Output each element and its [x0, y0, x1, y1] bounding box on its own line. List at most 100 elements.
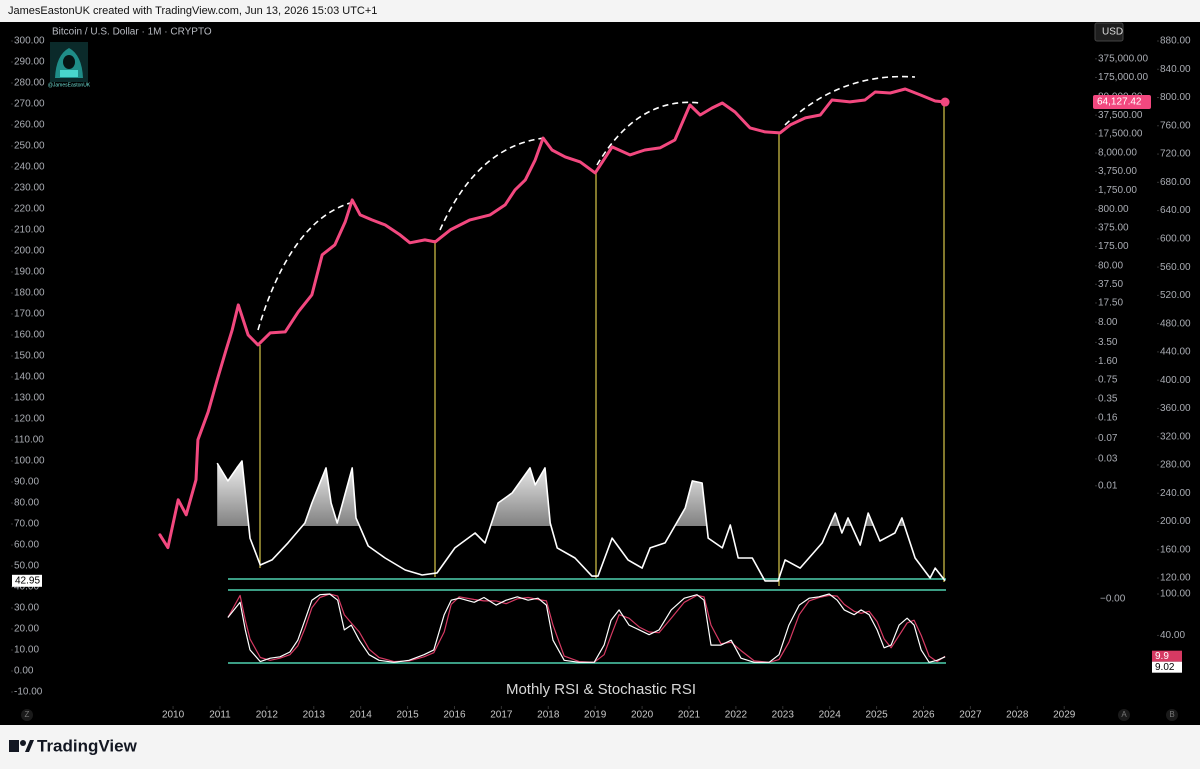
y-tick-label: 3.50	[1098, 337, 1118, 348]
last-price-dot	[940, 97, 950, 107]
y-tick-label: 0.75	[1098, 375, 1118, 386]
axis-label: −0.00	[1100, 594, 1126, 605]
y-tick-label: 17,500.00	[1098, 128, 1143, 139]
y-tick-label: 80.00	[1098, 260, 1123, 271]
y-tick-label: 170.00	[14, 309, 45, 320]
x-tick-label: 2012	[256, 710, 279, 721]
overbought-fill	[217, 461, 905, 526]
y-tick-label: 160.00	[14, 330, 45, 341]
x-tick-label: 2010	[162, 710, 185, 721]
y-tick-label: 8,000.00	[1098, 148, 1137, 159]
y-tick-label: 0.07	[1098, 433, 1118, 444]
projection-arc	[596, 101, 701, 166]
y-tick-label: 1.60	[1098, 356, 1118, 367]
price-label-box	[1093, 95, 1151, 110]
x-tick-label: 2029	[1053, 710, 1076, 721]
y-tick-label: 220.00	[14, 204, 45, 215]
y-tick-label: 280.00	[1160, 460, 1191, 471]
y-tick-label: 800.00	[1160, 92, 1191, 103]
y-tick-label: 400.00	[1160, 375, 1191, 386]
last-price-label: 64,127.42	[1097, 97, 1142, 108]
y-tick-label: 880.00	[1160, 36, 1191, 47]
y-tick-label: 100.00	[1160, 589, 1191, 600]
y-tick-label: 440.00	[1160, 347, 1191, 358]
stoch-last-label: 9.9	[1155, 651, 1169, 662]
y-tick-label: 140.00	[14, 372, 45, 383]
y-tick-label: 3,750.00	[1098, 166, 1137, 177]
y-tick-label: 180.00	[14, 288, 45, 299]
chart-area	[0, 22, 1200, 725]
x-tick-label: 2018	[537, 710, 560, 721]
control[interactable]	[1166, 709, 1178, 721]
control[interactable]	[21, 709, 33, 721]
y-tick-label: 200.00	[1160, 516, 1191, 527]
x-tick-label: 2027	[959, 710, 982, 721]
y-tick-label: 190.00	[14, 267, 45, 278]
y-tick-label: -10.00	[14, 687, 43, 698]
y-tick-label: 100.00	[14, 456, 45, 467]
y-tick-label: 360.00	[1160, 403, 1191, 414]
y-tick-label: 260.00	[14, 120, 45, 131]
y-tick-label: 20.00	[14, 624, 39, 635]
control-label[interactable]: B	[1169, 710, 1174, 719]
control[interactable]	[1118, 709, 1130, 721]
y-tick-label: 0.16	[1098, 413, 1118, 424]
currency[interactable]: USD	[1102, 27, 1123, 38]
y-tick-label: 300.00	[14, 36, 45, 47]
y-tick-label: 175,000.00	[1098, 72, 1148, 83]
x-tick-label: 2015	[396, 710, 419, 721]
stoch-line	[227, 593, 946, 663]
y-tick-label: 30.00	[14, 603, 39, 614]
x-tick-label: 2025	[865, 710, 888, 721]
x-tick-label: 2021	[678, 710, 701, 721]
projection-arc	[439, 137, 546, 231]
y-tick-label: 17.50	[1098, 298, 1123, 309]
y-tick-label: 600.00	[1160, 233, 1191, 244]
chart-title: Bitcoin / U.S. Dollar · 1M · CRYPTO	[52, 27, 212, 38]
y-tick-label: 80.00	[14, 498, 39, 509]
y-tick-label: 37.50	[1098, 279, 1123, 290]
control-label[interactable]: Z	[25, 710, 30, 719]
y-tick-label: 10.00	[14, 645, 39, 656]
y-tick-label: 560.00	[1160, 262, 1191, 273]
drawings	[228, 75, 946, 664]
y-tick-label: 0.03	[1098, 454, 1118, 465]
y-tick-label: 37,500.00	[1098, 110, 1143, 121]
y-tick-label: 640.00	[1160, 205, 1191, 216]
y-tick-label: 0.01	[1098, 480, 1118, 491]
footer-bar	[0, 725, 1200, 769]
stoch-label-box	[1152, 661, 1182, 673]
y-tick-label: 230.00	[14, 183, 45, 194]
y-tick-label: 90.00	[14, 477, 39, 488]
y-tick-label: 760.00	[1160, 120, 1191, 131]
brand: TradingView	[37, 736, 138, 755]
projection-arc	[257, 202, 351, 331]
stoch-last-label: 9.02	[1155, 662, 1175, 673]
y-tick-label: 8.00	[1098, 317, 1118, 328]
y-tick-label: 150.00	[14, 351, 45, 362]
x-tick-label: 2011	[209, 710, 231, 721]
y-tick-label: 250.00	[14, 141, 45, 152]
y-tick-label: 160.00	[1160, 544, 1191, 555]
stoch-line	[227, 593, 946, 663]
stoch-label-box	[1152, 650, 1182, 662]
y-tick-label: 110.00	[14, 435, 44, 446]
y-tick-label: 120.00	[1160, 573, 1191, 584]
x-tick-label: 2024	[819, 710, 842, 721]
x-tick-label: 2023	[772, 710, 795, 721]
y-tick-label: 40.00	[14, 582, 39, 593]
y-tick-label: 40.00	[1160, 630, 1185, 641]
currency-button[interactable]	[1094, 22, 1124, 42]
rsi-last-label: 42.95	[15, 575, 40, 586]
x-tick-label: 2028	[1006, 710, 1029, 721]
control-label[interactable]: A	[1121, 710, 1127, 719]
y-tick-label: 320.00	[1160, 431, 1191, 442]
y-tick-label: 270.00	[14, 99, 45, 110]
y-tick-label: 240.00	[14, 162, 45, 173]
y-tick-label: 0.00	[14, 666, 34, 677]
header-bar	[0, 0, 1200, 22]
projection-arc	[784, 75, 916, 126]
y-tick-label: 1,750.00	[1098, 185, 1137, 196]
y-tick-label: 0.35	[1098, 393, 1118, 404]
